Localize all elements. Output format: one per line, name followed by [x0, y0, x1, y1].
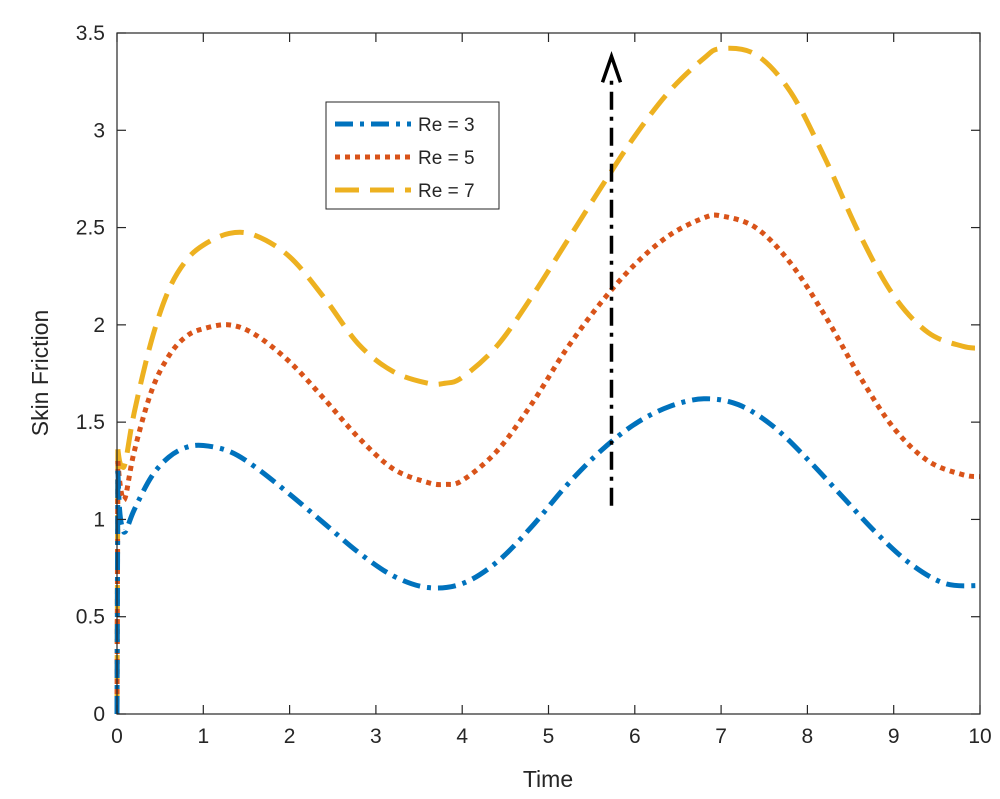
x-tick-label: 3 — [370, 725, 382, 748]
series-line-re-7 — [115, 45, 981, 470]
x-tick-label: 4 — [456, 725, 468, 748]
arrow-head — [600, 50, 623, 83]
y-axis-label: Skin Friction — [27, 310, 53, 437]
x-tick-label: 9 — [888, 725, 900, 748]
x-tick-label: 7 — [715, 725, 727, 748]
x-tick-label: 6 — [629, 725, 641, 748]
y-tick-label: 1 — [93, 508, 105, 531]
annotation-layer — [600, 50, 623, 506]
x-tick-label: 5 — [543, 725, 555, 748]
legend-label: Re = 7 — [418, 181, 475, 202]
y-tick-label: 0.5 — [76, 606, 105, 629]
x-tick-label: 2 — [284, 725, 296, 748]
legend-label: Re = 3 — [418, 115, 475, 136]
x-tick-label: 1 — [197, 725, 209, 748]
x-axis-label: Time — [523, 766, 573, 792]
y-tick-label: 0 — [93, 703, 105, 726]
plot-area — [117, 33, 980, 714]
x-tick-label: 10 — [968, 725, 991, 748]
y-tick-label: 2 — [93, 314, 105, 337]
tick-layer: 0 1 2 3 4 5 6 7 8 9 10 0 0.5 1 1.5 2 2.5 3 3.5 — [76, 22, 992, 748]
y-tick-label: 3.5 — [76, 22, 105, 45]
x-tick-label: 0 — [111, 725, 123, 748]
y-tick-label: 3 — [93, 119, 105, 142]
series-line-re-3 — [115, 396, 981, 591]
legend-label: Re = 5 — [418, 148, 475, 169]
y-tick-label: 2.5 — [76, 217, 105, 240]
legend[interactable]: Re = 3 Re = 5 Re = 7 — [325, 101, 500, 210]
y-tick-label: 1.5 — [76, 411, 105, 434]
x-tick-label: 8 — [802, 725, 814, 748]
